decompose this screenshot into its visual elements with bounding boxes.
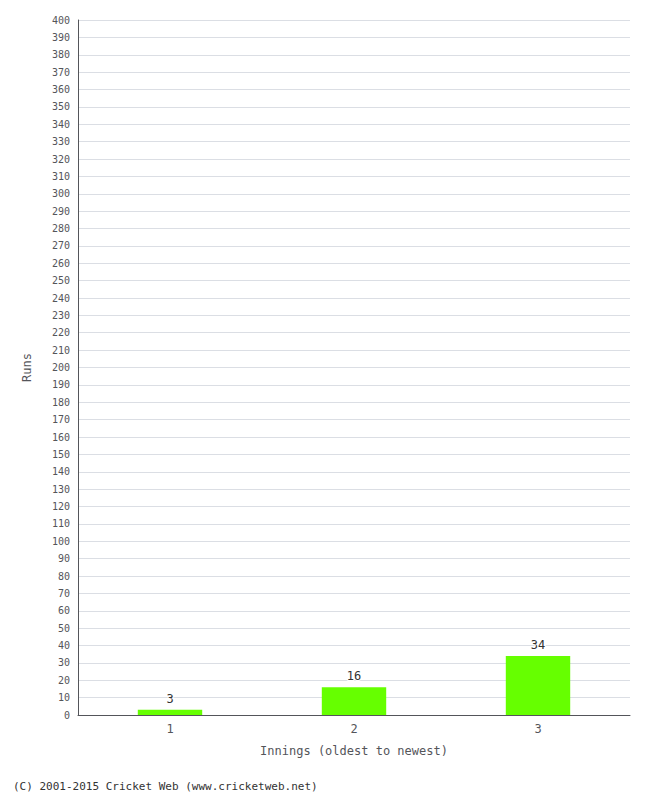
svg-text:Innings (oldest to newest): Innings (oldest to newest) — [260, 744, 448, 758]
svg-text:200: 200 — [52, 362, 70, 373]
svg-text:34: 34 — [531, 638, 545, 652]
svg-text:380: 380 — [52, 49, 70, 60]
svg-text:16: 16 — [347, 669, 361, 683]
svg-text:(C) 2001-2015 Cricket Web (www: (C) 2001-2015 Cricket Web (www.cricketwe… — [13, 780, 318, 793]
svg-text:120: 120 — [52, 501, 70, 512]
svg-text:320: 320 — [52, 154, 70, 165]
svg-text:220: 220 — [52, 327, 70, 338]
svg-text:80: 80 — [58, 571, 70, 582]
svg-text:290: 290 — [52, 206, 70, 217]
svg-text:3: 3 — [534, 722, 541, 736]
svg-text:330: 330 — [52, 136, 70, 147]
svg-text:140: 140 — [52, 466, 70, 477]
svg-text:110: 110 — [52, 518, 70, 529]
svg-text:270: 270 — [52, 240, 70, 251]
svg-text:2: 2 — [350, 722, 357, 736]
svg-text:70: 70 — [58, 588, 70, 599]
svg-text:210: 210 — [52, 345, 70, 356]
svg-text:190: 190 — [52, 379, 70, 390]
svg-text:150: 150 — [52, 449, 70, 460]
svg-text:340: 340 — [52, 119, 70, 130]
svg-text:0: 0 — [64, 710, 70, 721]
svg-text:160: 160 — [52, 432, 70, 443]
svg-text:50: 50 — [58, 623, 70, 634]
svg-text:300: 300 — [52, 188, 70, 199]
svg-text:10: 10 — [58, 692, 70, 703]
svg-text:60: 60 — [58, 605, 70, 616]
svg-text:400: 400 — [52, 15, 70, 26]
svg-text:250: 250 — [52, 275, 70, 286]
svg-text:Runs: Runs — [20, 353, 34, 382]
svg-text:240: 240 — [52, 293, 70, 304]
svg-text:370: 370 — [52, 67, 70, 78]
svg-text:180: 180 — [52, 397, 70, 408]
svg-text:390: 390 — [52, 32, 70, 43]
svg-text:40: 40 — [58, 640, 70, 651]
svg-text:3: 3 — [166, 692, 173, 706]
svg-text:360: 360 — [52, 84, 70, 95]
svg-text:30: 30 — [58, 657, 70, 668]
svg-text:20: 20 — [58, 675, 70, 686]
svg-text:90: 90 — [58, 553, 70, 564]
svg-text:280: 280 — [52, 223, 70, 234]
svg-text:1: 1 — [166, 722, 173, 736]
svg-text:350: 350 — [52, 101, 70, 112]
svg-text:130: 130 — [52, 484, 70, 495]
svg-text:230: 230 — [52, 310, 70, 321]
svg-text:310: 310 — [52, 171, 70, 182]
svg-text:100: 100 — [52, 536, 70, 547]
svg-text:260: 260 — [52, 258, 70, 269]
svg-text:170: 170 — [52, 414, 70, 425]
